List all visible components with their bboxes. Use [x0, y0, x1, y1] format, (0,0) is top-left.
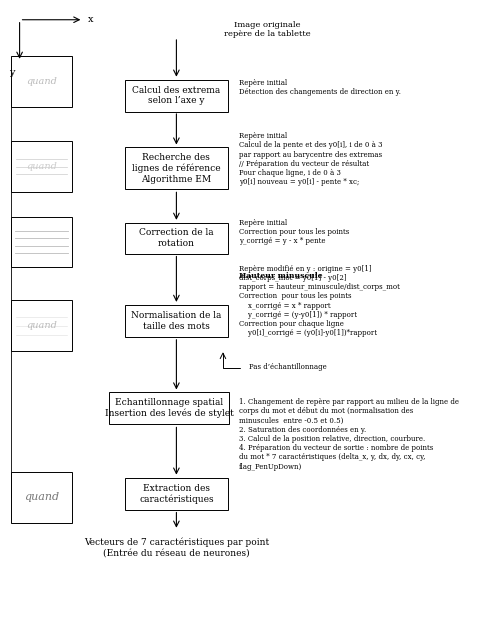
Bar — [109, 392, 229, 424]
Text: Calcul des extrema
selon l’axe y: Calcul des extrema selon l’axe y — [132, 86, 220, 106]
Bar — [11, 472, 73, 523]
Bar — [11, 217, 73, 267]
Bar — [11, 300, 73, 351]
Text: quand: quand — [26, 321, 57, 330]
Text: y: y — [9, 68, 15, 77]
Text: Correction de la
rotation: Correction de la rotation — [139, 228, 214, 248]
Text: Hauteur minuscule: Hauteur minuscule — [239, 272, 323, 280]
Text: Echantillonnage spatial
Insertion des levés de stylet: Echantillonnage spatial Insertion des le… — [104, 399, 234, 418]
Text: Image originale
repère de la tablette: Image originale repère de la tablette — [224, 21, 310, 38]
Text: quand: quand — [24, 492, 59, 502]
Text: Vecteurs de 7 caractéristiques par point
(Entrée du réseau de neurones): Vecteurs de 7 caractéristiques par point… — [84, 538, 269, 558]
Text: Normalisation de la
taille des mots: Normalisation de la taille des mots — [131, 311, 221, 331]
Text: Repère initial
Détection des changements de direction en y.: Repère initial Détection des changements… — [239, 79, 401, 96]
Text: quand: quand — [26, 162, 57, 171]
Bar — [125, 80, 228, 112]
Text: Pas d’échantillonnage: Pas d’échantillonnage — [249, 363, 327, 371]
Bar — [11, 141, 73, 192]
Bar — [11, 56, 73, 107]
Bar — [125, 147, 228, 189]
Text: Extraction des
caractéristiques: Extraction des caractéristiques — [139, 484, 214, 503]
Text: Repère modifié en y : origine = y0[1]
dist_corps_mot = y0[1] - y0[2]
rapport = h: Repère modifié en y : origine = y0[1] di… — [239, 265, 400, 337]
Bar — [125, 478, 228, 510]
Text: 1. Changement de repère par rapport au milieu de la ligne de
corps du mot et déb: 1. Changement de repère par rapport au m… — [239, 398, 459, 471]
Text: quand: quand — [26, 77, 57, 86]
Text: Repère initial
Calcul de la pente et des y0[i], i de 0 à 3
par rapport au baryce: Repère initial Calcul de la pente et des… — [239, 132, 383, 186]
Bar — [125, 305, 228, 337]
Text: Repère initial
Correction pour tous les points
y_corrigé = y - x * pente: Repère initial Correction pour tous les … — [239, 219, 349, 245]
Text: x: x — [88, 15, 94, 24]
Bar — [125, 223, 228, 254]
Text: Recherche des
lignes de référence
Algorithme EM: Recherche des lignes de référence Algori… — [132, 153, 220, 184]
